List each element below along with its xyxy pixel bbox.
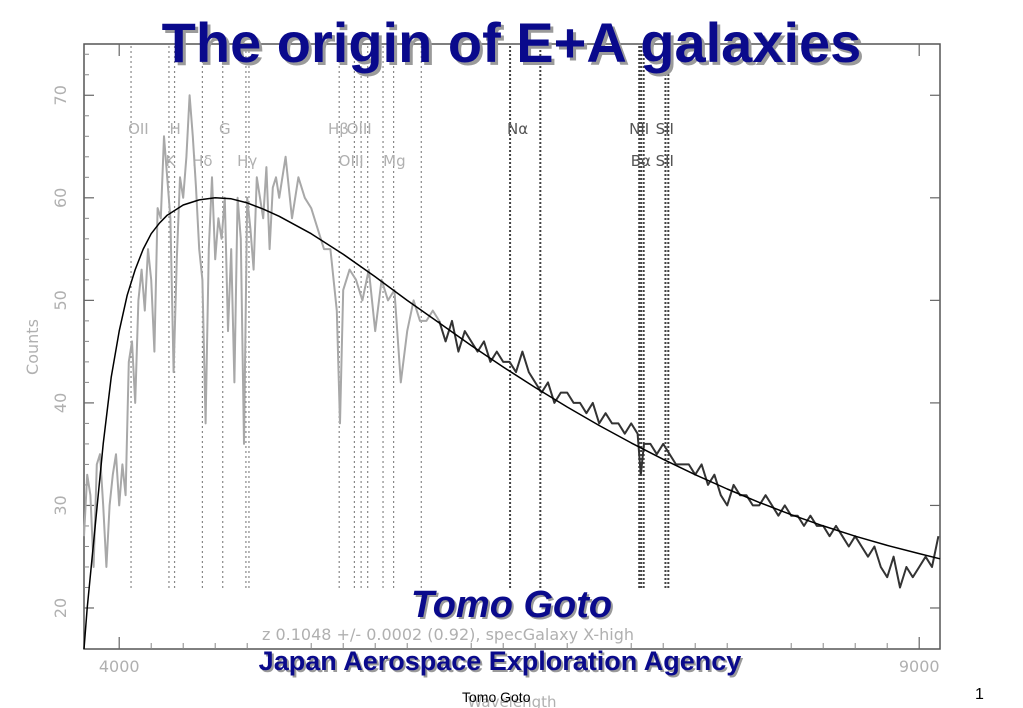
spectral-line-label-4: OIII (347, 120, 372, 138)
author-name: Tomo Goto (410, 584, 613, 626)
spectral-line-label-14: SII (656, 152, 674, 170)
x-tick-label-4000: 4000 (99, 657, 140, 676)
spectral-line-label-3: Hβ (328, 120, 349, 138)
y-tick-label-70: 70 (51, 85, 70, 105)
y-tick-label-40: 40 (51, 393, 70, 413)
spectral-line-label-11: OIII (339, 152, 364, 170)
series-continuum-fit (83, 197, 941, 650)
y-tick-label-20: 20 (51, 598, 70, 618)
spectral-line-label-10: Hγ (237, 152, 257, 170)
spectral-line-label-5: Nα (507, 120, 528, 138)
spectral-line-label-8: K (165, 152, 176, 170)
spectral-line-label-13: Bα (631, 152, 651, 170)
y-tick-label-50: 50 (51, 290, 70, 310)
spectral-line-label-1: H (170, 120, 181, 138)
slide-title: The origin of E+A galaxies (161, 11, 862, 74)
y-tick-label-60: 60 (51, 188, 70, 208)
page-number: 1 (975, 686, 984, 703)
plot-frame (83, 43, 941, 650)
footer-author: Tomo Goto (462, 689, 531, 705)
axis-ticks: 20 30 40 50 60 70 4000 9000 (51, 44, 940, 676)
spectral-line-label-7: SII (656, 120, 674, 138)
redshift-annotation: z 0.1048 +/- 0.0002 (0.92), specGalaxy X… (262, 625, 634, 644)
spectral-line-label-2: G (219, 120, 231, 138)
spectral-line-label-9: Hδ (192, 152, 212, 170)
line-markers (130, 46, 670, 588)
spectral-line-label-0: OII (128, 120, 149, 138)
spectral-line-label-6: NII (629, 120, 649, 138)
series-blue-spectrum (83, 94, 441, 568)
x-tick-label-9000: 9000 (899, 657, 940, 676)
series-red-spectrum (438, 319, 940, 589)
author-affiliation: Japan Aerospace Exploration Agency (258, 646, 742, 676)
spectrum-series (83, 94, 941, 650)
spectral-line-label-12: Mg (383, 152, 405, 170)
y-axis-label: Counts (23, 319, 42, 375)
y-tick-label-30: 30 (51, 495, 70, 515)
x-axis-label: Wavelength (468, 693, 557, 708)
